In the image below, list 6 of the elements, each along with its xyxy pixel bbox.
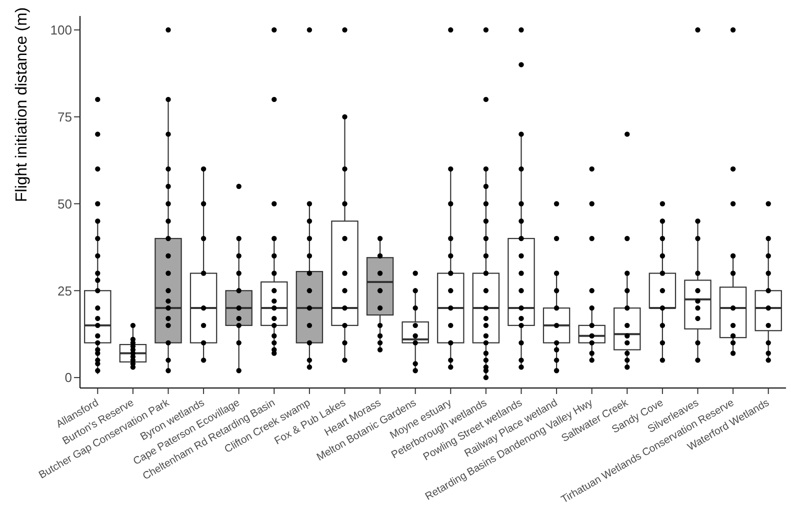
y-axis-title: Flight initiation distance (m) — [14, 7, 31, 202]
y-tick-label: 75 — [58, 109, 72, 124]
y-tick-label: 100 — [50, 22, 72, 38]
y-tick-label: 0 — [64, 370, 72, 386]
y-tick-label: 50 — [58, 196, 72, 212]
y-tick-label: 25 — [58, 283, 72, 298]
